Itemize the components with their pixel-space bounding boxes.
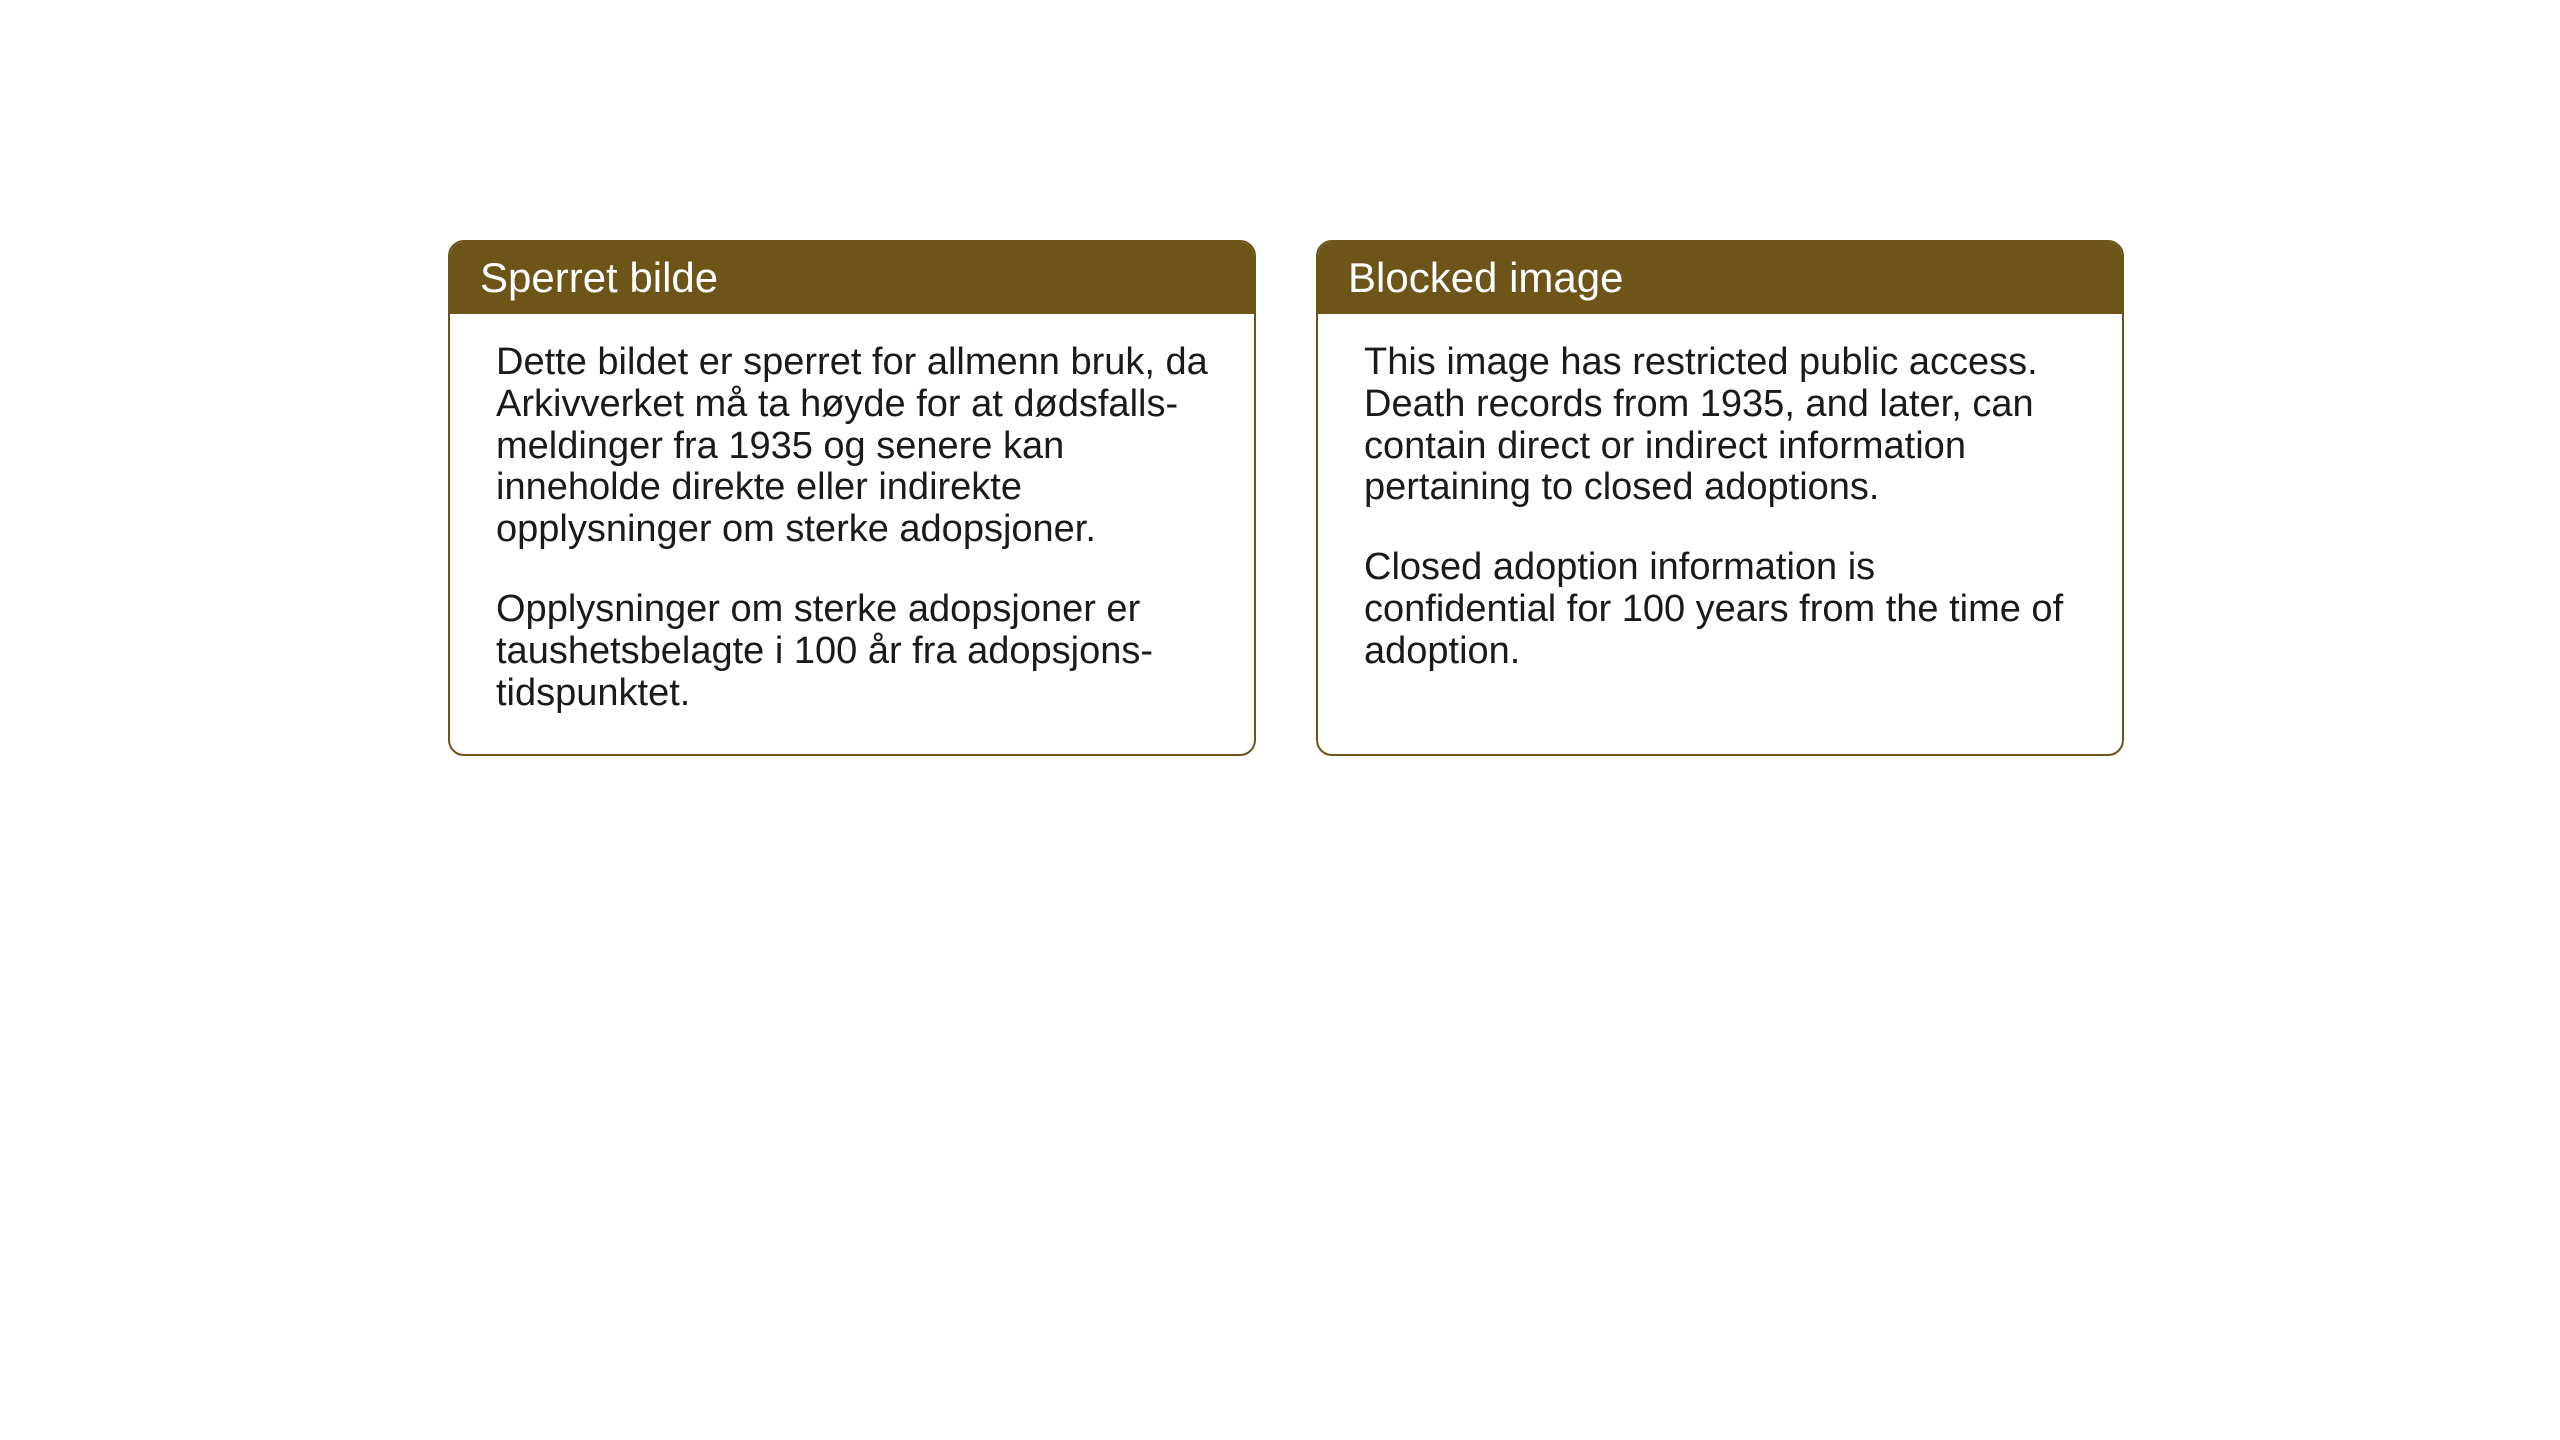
card-header-english: Blocked image: [1318, 242, 2122, 314]
card-body-english: This image has restricted public access.…: [1318, 314, 2122, 713]
card-header-norwegian: Sperret bilde: [450, 242, 1254, 314]
cards-container: Sperret bilde Dette bildet er sperret fo…: [448, 240, 2124, 756]
card-paragraph-1-norwegian: Dette bildet er sperret for allmenn bruk…: [496, 342, 1208, 551]
card-body-norwegian: Dette bildet er sperret for allmenn bruk…: [450, 314, 1254, 754]
card-title-norwegian: Sperret bilde: [480, 254, 718, 301]
card-norwegian: Sperret bilde Dette bildet er sperret fo…: [448, 240, 1256, 756]
card-paragraph-1-english: This image has restricted public access.…: [1364, 342, 2076, 509]
card-paragraph-2-norwegian: Opplysninger om sterke adopsjoner er tau…: [496, 589, 1208, 714]
card-english: Blocked image This image has restricted …: [1316, 240, 2124, 756]
card-title-english: Blocked image: [1348, 254, 1623, 301]
card-paragraph-2-english: Closed adoption information is confident…: [1364, 547, 2076, 672]
